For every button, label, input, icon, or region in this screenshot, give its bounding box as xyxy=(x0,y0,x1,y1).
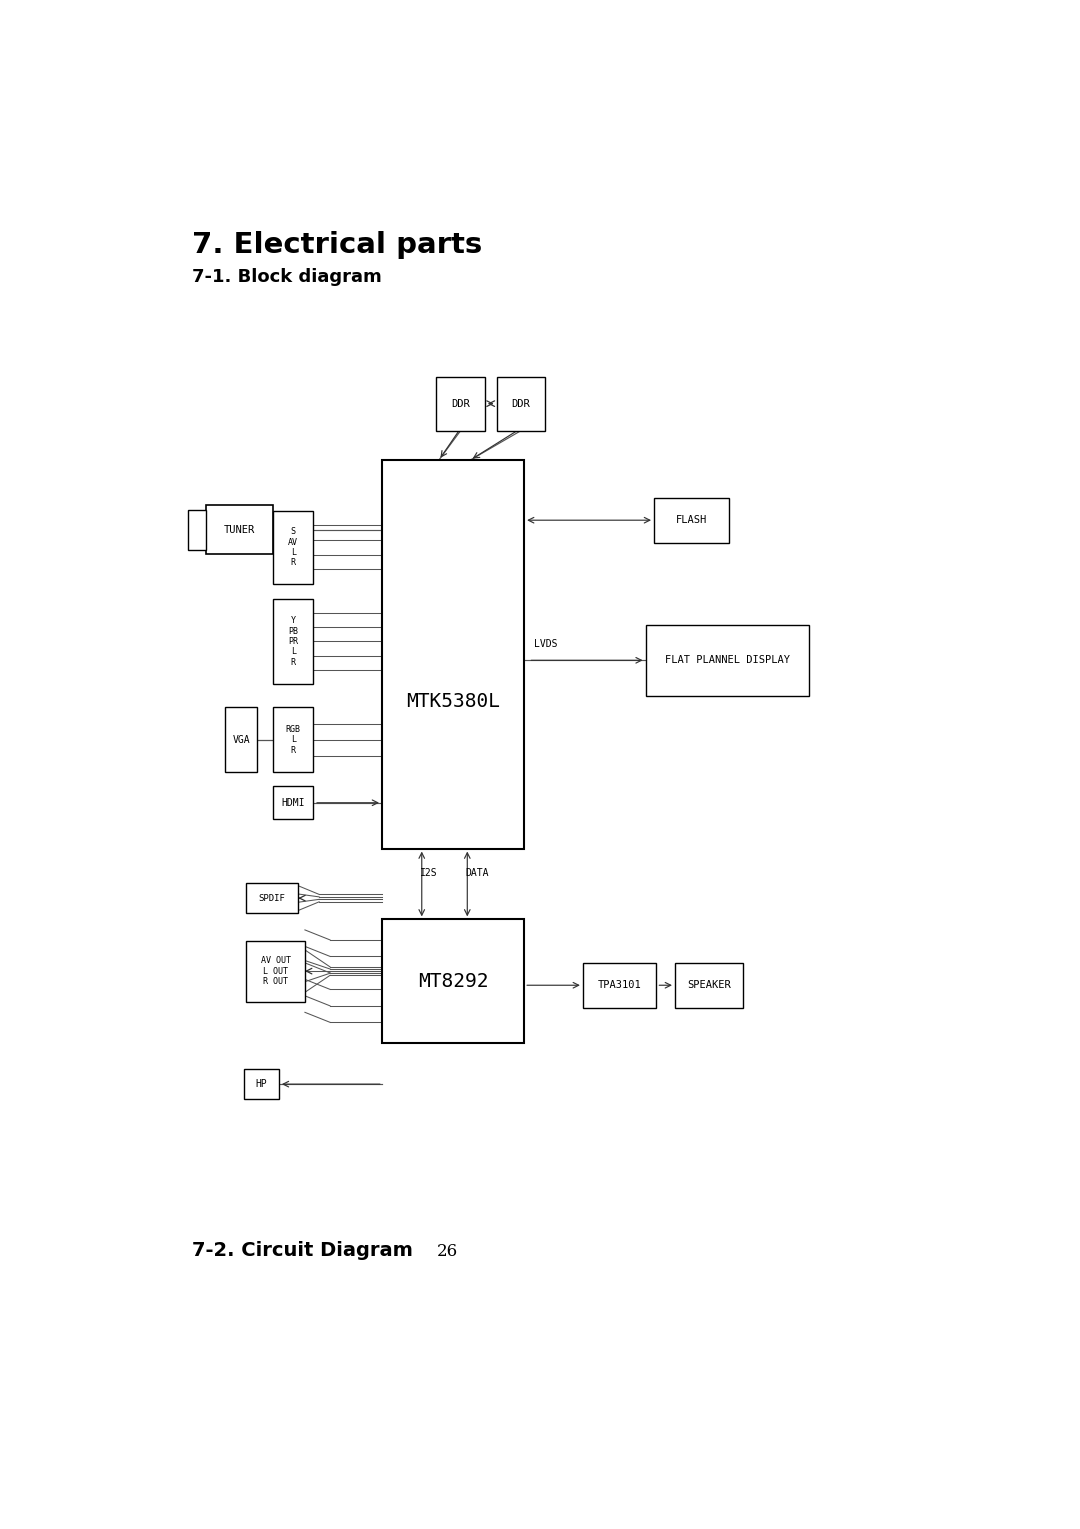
Text: 7-1. Block diagram: 7-1. Block diagram xyxy=(192,268,381,286)
Bar xyxy=(244,1069,279,1099)
Bar xyxy=(497,376,545,431)
Bar xyxy=(273,708,313,772)
Text: TUNER: TUNER xyxy=(224,524,255,535)
Text: 7-2. Circuit Diagram: 7-2. Circuit Diagram xyxy=(192,1240,413,1260)
Text: 26: 26 xyxy=(436,1243,458,1260)
Bar xyxy=(646,625,809,696)
Bar xyxy=(273,511,313,584)
Bar xyxy=(188,509,206,549)
Bar xyxy=(273,599,313,683)
Bar xyxy=(653,498,729,543)
Text: AV OUT
L OUT
R OUT: AV OUT L OUT R OUT xyxy=(260,956,291,986)
Bar xyxy=(246,940,305,1001)
Bar xyxy=(206,505,273,555)
Text: HP: HP xyxy=(256,1079,267,1089)
Text: MT8292: MT8292 xyxy=(418,971,488,991)
Text: VGA: VGA xyxy=(232,735,251,745)
Text: RGB
L
R: RGB L R xyxy=(286,725,300,755)
Text: FLASH: FLASH xyxy=(676,515,707,524)
Text: Y
PB
PR
L
R: Y PB PR L R xyxy=(288,616,298,667)
Bar xyxy=(675,963,743,1008)
Text: TPA3101: TPA3101 xyxy=(597,980,642,991)
Text: 7. Electrical parts: 7. Electrical parts xyxy=(192,231,482,258)
Text: DDR: DDR xyxy=(451,399,470,408)
Bar xyxy=(226,708,257,772)
Text: DDR: DDR xyxy=(512,399,530,408)
Bar xyxy=(583,963,657,1008)
Text: DATA: DATA xyxy=(465,868,489,878)
Bar xyxy=(382,460,524,849)
Bar xyxy=(436,376,485,431)
Text: HDMI: HDMI xyxy=(282,798,305,807)
Text: S
AV
L
R: S AV L R xyxy=(288,528,298,567)
Text: LVDS: LVDS xyxy=(535,639,557,648)
Bar xyxy=(273,786,313,820)
Text: SPEAKER: SPEAKER xyxy=(687,980,731,991)
Text: MTK5380L: MTK5380L xyxy=(406,691,500,711)
Bar xyxy=(246,882,298,913)
Bar xyxy=(382,919,524,1043)
Text: SPDIF: SPDIF xyxy=(259,893,286,902)
Text: FLAT PLANNEL DISPLAY: FLAT PLANNEL DISPLAY xyxy=(664,656,789,665)
Text: I2S: I2S xyxy=(420,868,437,878)
